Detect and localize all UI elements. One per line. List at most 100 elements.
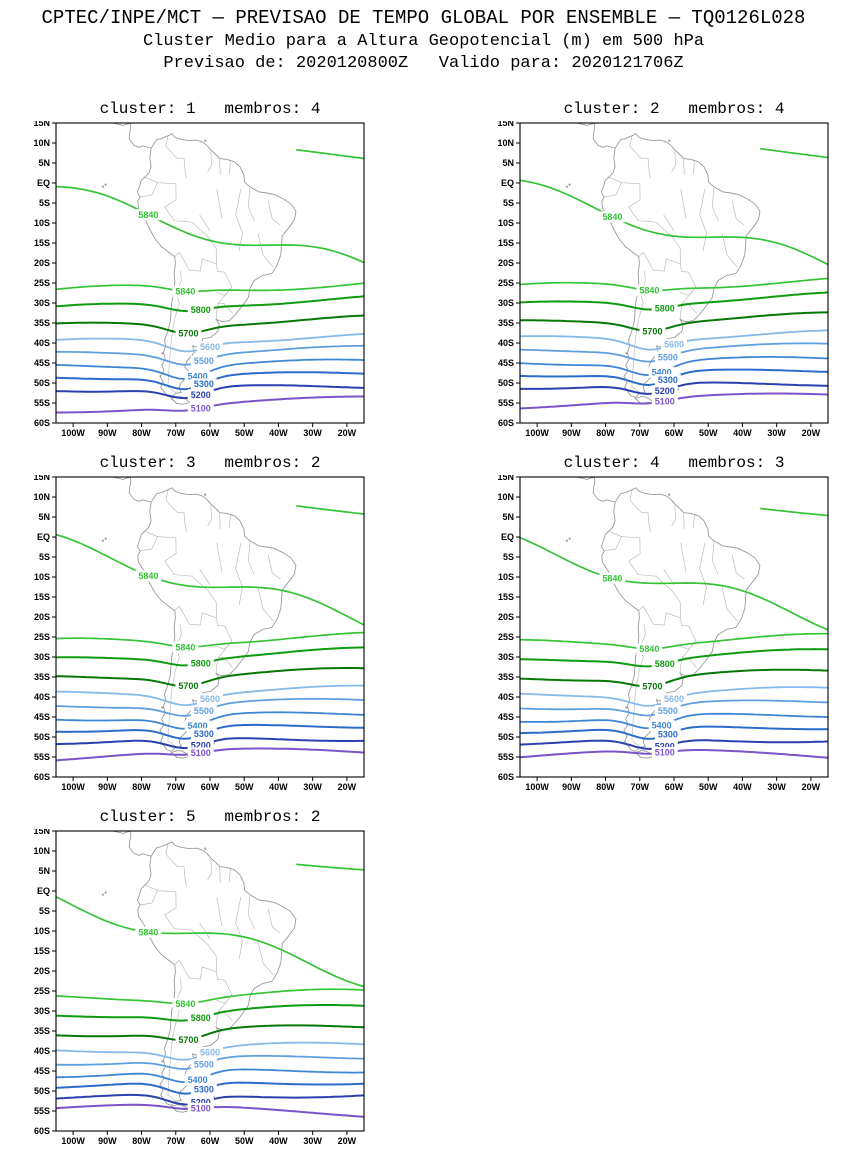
island-mark xyxy=(104,891,107,894)
lat-tick-label: 5N xyxy=(502,158,514,168)
island-mark xyxy=(625,352,628,355)
contour-label-5300: 5300 xyxy=(194,729,214,739)
contour-label-5300: 5300 xyxy=(658,729,678,739)
political-border xyxy=(680,286,697,296)
lon-tick-label: 60W xyxy=(665,782,684,792)
political-border xyxy=(219,866,221,884)
lat-tick-label: 45S xyxy=(34,712,50,722)
contour-label-bg xyxy=(187,747,214,759)
lat-tick-label: 30S xyxy=(34,1006,50,1016)
political-border xyxy=(218,303,233,314)
contour-label-5700: 5700 xyxy=(642,326,662,336)
title-line-1: CPTEC/INPE/MCT — PREVISAO DE TEMPO GLOBA… xyxy=(41,7,806,29)
cluster-panel-5: cluster: 5 membros: 2 5840 5840 5800 5700 56… xyxy=(34,807,368,1149)
contour-label-bg xyxy=(651,741,678,753)
lat-tick-label: 40S xyxy=(34,338,50,348)
political-border xyxy=(247,894,255,930)
lat-tick-label: 40S xyxy=(34,692,50,702)
contour-label-bg xyxy=(661,693,687,705)
lon-tick-label: 20W xyxy=(802,782,821,792)
island-mark xyxy=(668,493,671,496)
contour-label-5500: 5500 xyxy=(194,1059,214,1069)
lon-tick-label: 30W xyxy=(303,1136,322,1146)
lat-tick-label: 5S xyxy=(39,906,50,916)
lon-tick-label: 50W xyxy=(235,1136,254,1146)
island-mark xyxy=(565,185,568,188)
political-border xyxy=(683,158,685,176)
lat-tick-label: 55S xyxy=(498,752,514,762)
lon-tick-label: 60W xyxy=(201,782,220,792)
lat-tick-label: 10S xyxy=(498,572,514,582)
contour-label-5100: 5100 xyxy=(191,748,211,758)
panel-title: cluster: 3 membros: 2 xyxy=(99,454,321,472)
lat-tick-label: 35S xyxy=(498,318,514,328)
contour-5840 xyxy=(56,533,364,626)
political-border xyxy=(219,512,221,530)
lon-tick-label: 90W xyxy=(98,782,117,792)
lat-tick-label: 55S xyxy=(498,398,514,408)
contour-label-bg xyxy=(184,720,211,732)
contour-5700 xyxy=(520,311,828,333)
contour-5840 xyxy=(760,147,828,159)
lat-tick-label: 25S xyxy=(34,986,50,996)
lon-tick-label: 20W xyxy=(338,428,357,438)
contour-label-5600: 5600 xyxy=(664,694,684,704)
contour-5840 xyxy=(56,896,364,988)
lat-tick-label: 15S xyxy=(498,592,514,602)
political-border xyxy=(207,149,213,172)
lat-tick-label: 50S xyxy=(498,732,514,742)
lon-tick-label: 80W xyxy=(596,782,615,792)
political-border xyxy=(731,554,745,580)
contour-label-5200: 5200 xyxy=(191,740,211,750)
lon-tick-label: 60W xyxy=(665,428,684,438)
lat-tick-label: 10N xyxy=(34,846,50,856)
lat-tick-label: EQ xyxy=(37,886,50,896)
lon-tick-label: 30W xyxy=(767,428,786,438)
lon-tick-label: 30W xyxy=(303,782,322,792)
contour-label-5100: 5100 xyxy=(191,403,211,413)
contour-label-5400: 5400 xyxy=(188,372,208,382)
contour-label-5500: 5500 xyxy=(194,356,214,366)
contour-5840 xyxy=(56,185,364,264)
contour-label-bg xyxy=(651,302,678,314)
contour-label-5840: 5840 xyxy=(138,210,158,220)
contour-label-5100: 5100 xyxy=(655,396,675,406)
contour-5840 xyxy=(520,277,828,292)
political-border xyxy=(267,908,281,934)
contour-label-bg xyxy=(187,739,214,751)
lat-tick-label: 40S xyxy=(34,1046,50,1056)
lat-tick-label: 15N xyxy=(34,829,50,836)
south-america-coastline xyxy=(575,477,616,503)
contour-label-5800: 5800 xyxy=(191,659,211,669)
lat-tick-label: 30S xyxy=(34,298,50,308)
political-border xyxy=(140,890,158,906)
political-border xyxy=(165,489,187,533)
lon-tick-label: 30W xyxy=(303,428,322,438)
lon-tick-label: 30W xyxy=(767,782,786,792)
island-mark xyxy=(161,352,164,355)
contour-label-bg xyxy=(636,643,663,655)
lat-tick-label: 20S xyxy=(34,258,50,268)
contour-5840 xyxy=(56,631,364,648)
contour-label-5300: 5300 xyxy=(194,1085,214,1095)
contour-5840 xyxy=(296,148,364,160)
political-border xyxy=(174,959,217,980)
island-mark xyxy=(204,493,207,496)
contour-label-5500: 5500 xyxy=(658,706,678,716)
political-border xyxy=(216,188,223,220)
contour-label-bg xyxy=(135,209,162,221)
lon-tick-label: 60W xyxy=(201,428,220,438)
contour-label-bg xyxy=(190,728,217,740)
political-border xyxy=(174,605,217,626)
political-border xyxy=(140,536,158,552)
contour-label-bg xyxy=(636,284,663,296)
contour-label-5300: 5300 xyxy=(194,379,214,389)
figure-header: CPTEC/INPE/MCT — PREVISAO DE TEMPO GLOBA… xyxy=(0,0,847,75)
contour-5700 xyxy=(56,667,364,688)
lat-tick-label: 55S xyxy=(34,752,50,762)
contour-label-bg xyxy=(654,351,681,363)
lat-tick-label: 5S xyxy=(39,552,50,562)
contour-label-bg xyxy=(651,658,678,670)
political-border xyxy=(671,149,677,172)
political-border xyxy=(228,160,231,174)
